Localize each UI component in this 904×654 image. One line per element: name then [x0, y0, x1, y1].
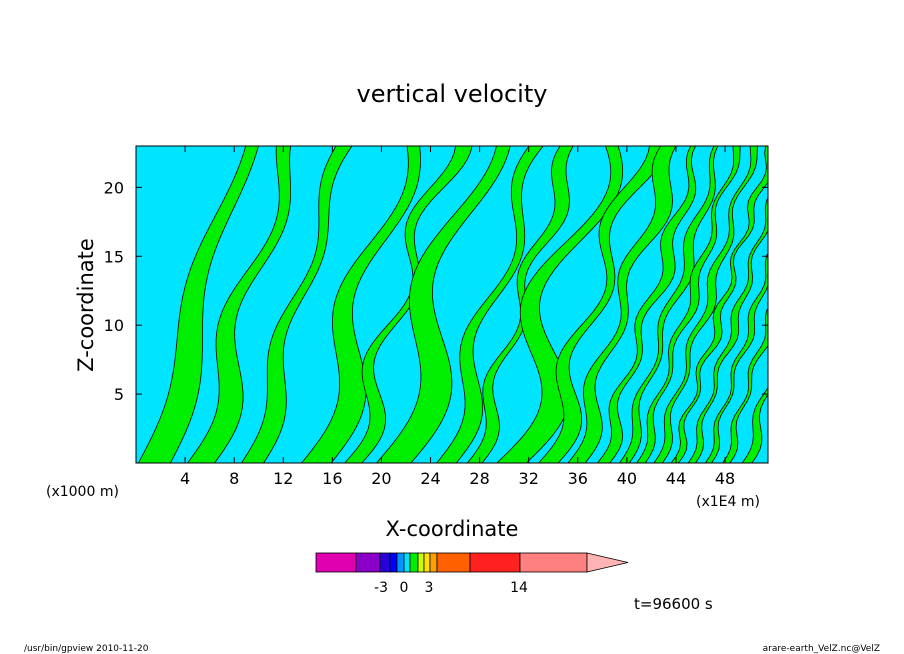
x-tick-label: 40: [617, 469, 637, 488]
x-tick-label: 44: [666, 469, 686, 488]
positive-region: [741, 387, 768, 463]
colorbar-segment: [396, 552, 405, 573]
positive-velocity-regions: [138, 146, 768, 463]
x-tick-label: 4: [180, 469, 190, 488]
y-tick-label: 10: [104, 316, 124, 335]
positive-region: [376, 146, 511, 463]
x-unit-label-left: (x1000 m): [46, 484, 119, 500]
plot-area: [135, 145, 769, 464]
footer-right: arare-earth_VelZ.nc@VelZ: [763, 644, 880, 654]
x-tick-label: 36: [568, 469, 588, 488]
positive-region: [704, 251, 768, 463]
x-axis: 4 8 12 16 20 24 28 32 36 40 44 48: [180, 146, 735, 488]
colorbar-segment: [403, 552, 411, 573]
time-annotation: t=96600 s: [634, 595, 713, 613]
positive-region: [596, 146, 697, 463]
positive-region: [636, 146, 741, 463]
y-axis: 5 10 15 20: [104, 178, 768, 404]
positive-region: [241, 146, 353, 463]
colorbar-segment: [469, 552, 521, 573]
positive-region: [722, 306, 768, 463]
colorbar-segment: [436, 552, 471, 573]
positive-region: [187, 146, 291, 463]
colorbar-segment: [409, 552, 419, 573]
x-tick-label: 16: [322, 469, 342, 488]
colorbar: -3 0 3 14: [315, 552, 629, 596]
colorbar-segment: [355, 552, 381, 573]
colorbar-tick-label: 0: [400, 580, 409, 596]
colorbar-tick-label: 14: [510, 580, 528, 596]
positive-region: [687, 196, 768, 463]
x-tick-label: 24: [420, 469, 440, 488]
y-tick-label: 5: [114, 385, 124, 404]
x-tick-label: 12: [273, 469, 293, 488]
colorbar-segment: [423, 552, 431, 573]
y-axis-label: Z-coordinate: [74, 238, 98, 372]
x-tick-label: 48: [715, 469, 735, 488]
positive-region: [670, 146, 768, 463]
x-tick-label: 32: [519, 469, 539, 488]
x-axis-label: X-coordinate: [386, 517, 519, 541]
positive-region: [466, 146, 574, 463]
x-unit-label-right: (x1E4 m): [696, 494, 760, 510]
positive-region: [301, 146, 421, 463]
colorbar-segment: [379, 552, 391, 573]
x-tick-label: 20: [371, 469, 391, 488]
colorbar-segment: [389, 552, 398, 573]
positive-region: [653, 146, 758, 463]
positive-region: [138, 146, 259, 463]
x-tick-label: 8: [229, 469, 239, 488]
chart-title: vertical velocity: [357, 80, 548, 108]
colorbar-segment: [519, 552, 588, 573]
footer-left: /usr/bin/gpview 2010-11-20: [24, 644, 149, 654]
y-tick-label: 20: [104, 178, 124, 197]
colorbar-tick-label: 3: [425, 580, 434, 596]
colorbar-segment: [417, 552, 425, 573]
positive-region: [567, 146, 677, 463]
colorbar-tick-label: -3: [374, 580, 388, 596]
colorbar-segment: [315, 552, 357, 573]
colorbar-segment: [429, 552, 438, 573]
colorbar-extend-arrow: [586, 552, 629, 573]
positive-region: [619, 146, 719, 463]
y-tick-label: 15: [104, 247, 124, 266]
positive-region: [436, 146, 544, 463]
x-tick-label: 28: [469, 469, 489, 488]
positive-region: [344, 146, 473, 463]
positive-region: [537, 146, 669, 463]
plot-frame: [135, 145, 769, 464]
